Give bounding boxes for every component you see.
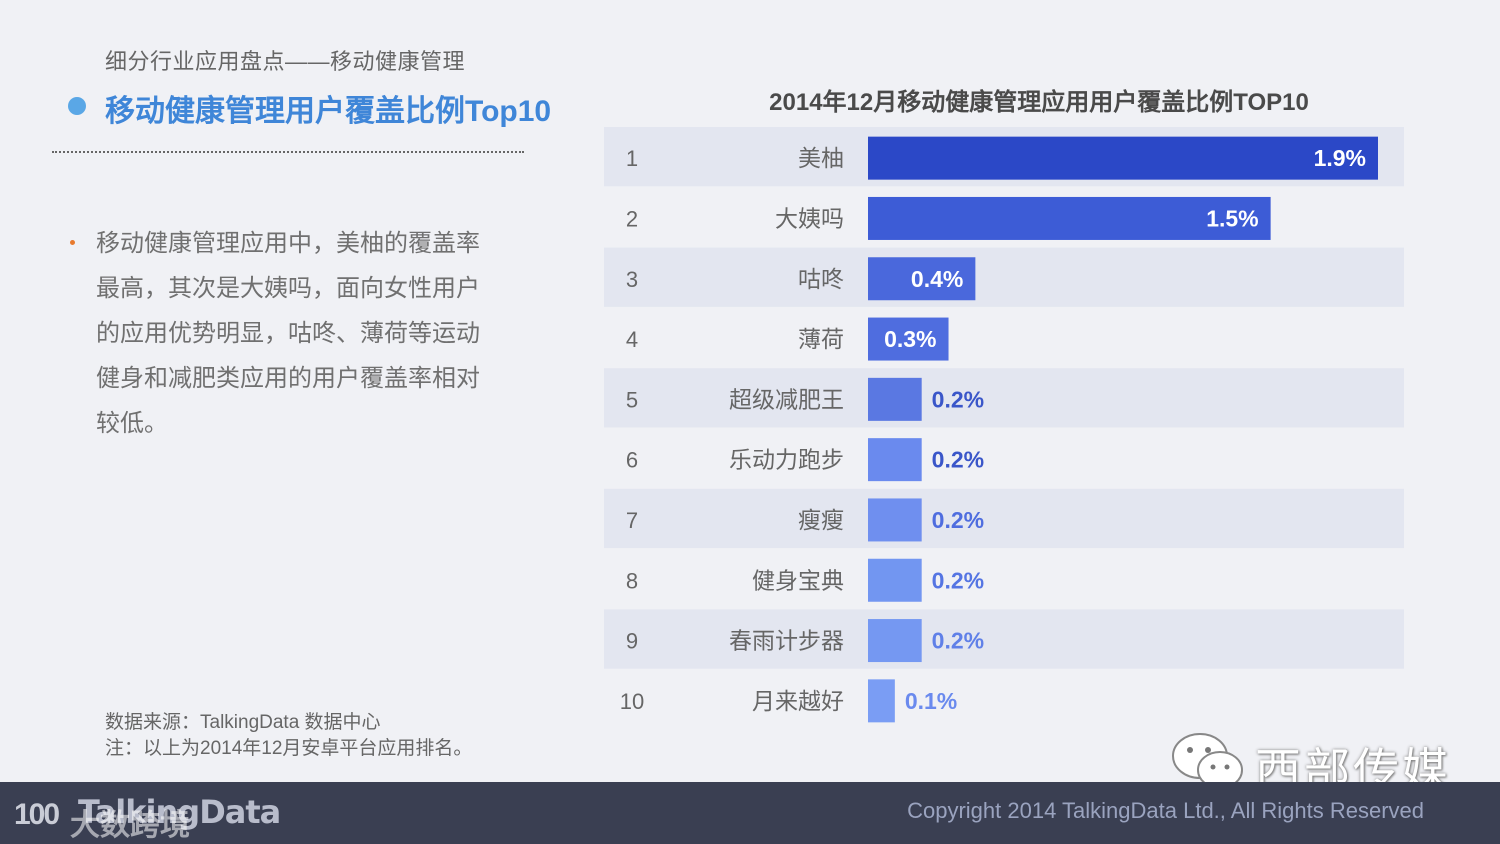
title-bullet-icon: [68, 97, 86, 115]
chart-title: 2014年12月移动健康管理应用用户覆盖比例TOP10: [769, 89, 1309, 116]
bar: [868, 679, 895, 723]
category-label: 乐动力跑步: [729, 447, 844, 473]
row-stripe: [604, 368, 1404, 428]
value-label: 1.5%: [1206, 205, 1258, 231]
rank-label: 10: [620, 689, 644, 714]
rank-label: 1: [626, 146, 638, 171]
bullet-icon: [70, 240, 75, 245]
bar: [868, 558, 922, 602]
rank-label: 7: [626, 508, 638, 533]
value-label: 0.2%: [932, 507, 984, 533]
rank-label: 5: [626, 387, 638, 412]
category-label: 薄荷: [798, 326, 844, 352]
footer-bar: 100 TalkingData 大数跨境 Copyright 2014 Talk…: [0, 782, 1500, 844]
value-label: 1.9%: [1314, 145, 1366, 171]
value-label: 0.1%: [905, 688, 957, 714]
row-stripe: [604, 488, 1404, 549]
bar: [868, 377, 922, 421]
rank-label: 2: [626, 206, 638, 231]
category-label: 瘦瘦: [798, 507, 844, 533]
category-label: 健身宝典: [752, 567, 844, 593]
watermark-logo: 大数跨境: [70, 809, 190, 842]
page-title: 移动健康管理用户覆盖比例Top10: [105, 95, 552, 128]
category-label: 咕咚: [798, 266, 844, 292]
value-label: 0.3%: [884, 326, 936, 352]
value-label: 0.2%: [932, 447, 984, 473]
note-line: 注：以上为2014年12月安卓平台应用排名。: [105, 738, 473, 759]
rank-label: 9: [626, 629, 638, 654]
value-label: 0.2%: [932, 628, 984, 654]
bar: [868, 317, 949, 361]
row-stripe: [604, 609, 1404, 669]
bar-chart: 1 美柚 1.9% 2 大姨吗 1.5% 3 咕咚 0.4% 4 薄荷 0.3% 5 超级减肥王 0.2% 6…: [604, 127, 1404, 723]
category-label: 月来越好: [752, 688, 844, 714]
category-label: 美柚: [798, 145, 844, 171]
dotted-divider: [52, 151, 524, 153]
bar: [868, 498, 922, 542]
bar: [868, 257, 976, 301]
copyright-text: Copyright 2014 TalkingData Ltd., All Rig…: [907, 798, 1424, 823]
category-label: 大姨吗: [775, 205, 844, 231]
bar: [868, 619, 922, 663]
value-label: 0.2%: [932, 386, 984, 412]
bar: [868, 438, 922, 482]
wechat-icon: [1172, 733, 1243, 789]
value-label: 0.2%: [932, 567, 984, 593]
source-line: 数据来源：TalkingData 数据中心: [105, 712, 381, 733]
description-text: 移动健康管理应用中，美柚的覆盖率最高，其次是大姨吗，面向女性用户的应用优势明显，…: [96, 230, 480, 437]
data-source: 数据来源：TalkingData 数据中心 注：以上为2014年12月安卓平台应…: [105, 710, 472, 762]
value-label: 0.4%: [911, 266, 963, 292]
bar: [868, 196, 1271, 240]
rank-label: 3: [626, 267, 638, 292]
category-label: 春雨计步器: [729, 628, 844, 654]
footer-logo: TalkingData: [78, 793, 281, 831]
breadcrumb: 细分行业应用盘点——移动健康管理: [105, 49, 466, 74]
bar: [868, 136, 1378, 180]
logo-mark: 100: [14, 798, 60, 831]
category-label: 超级减肥王: [729, 386, 844, 412]
rank-label: 4: [626, 327, 638, 352]
row-stripe: [604, 247, 1404, 307]
rank-label: 8: [626, 568, 638, 593]
rank-label: 6: [626, 448, 638, 473]
